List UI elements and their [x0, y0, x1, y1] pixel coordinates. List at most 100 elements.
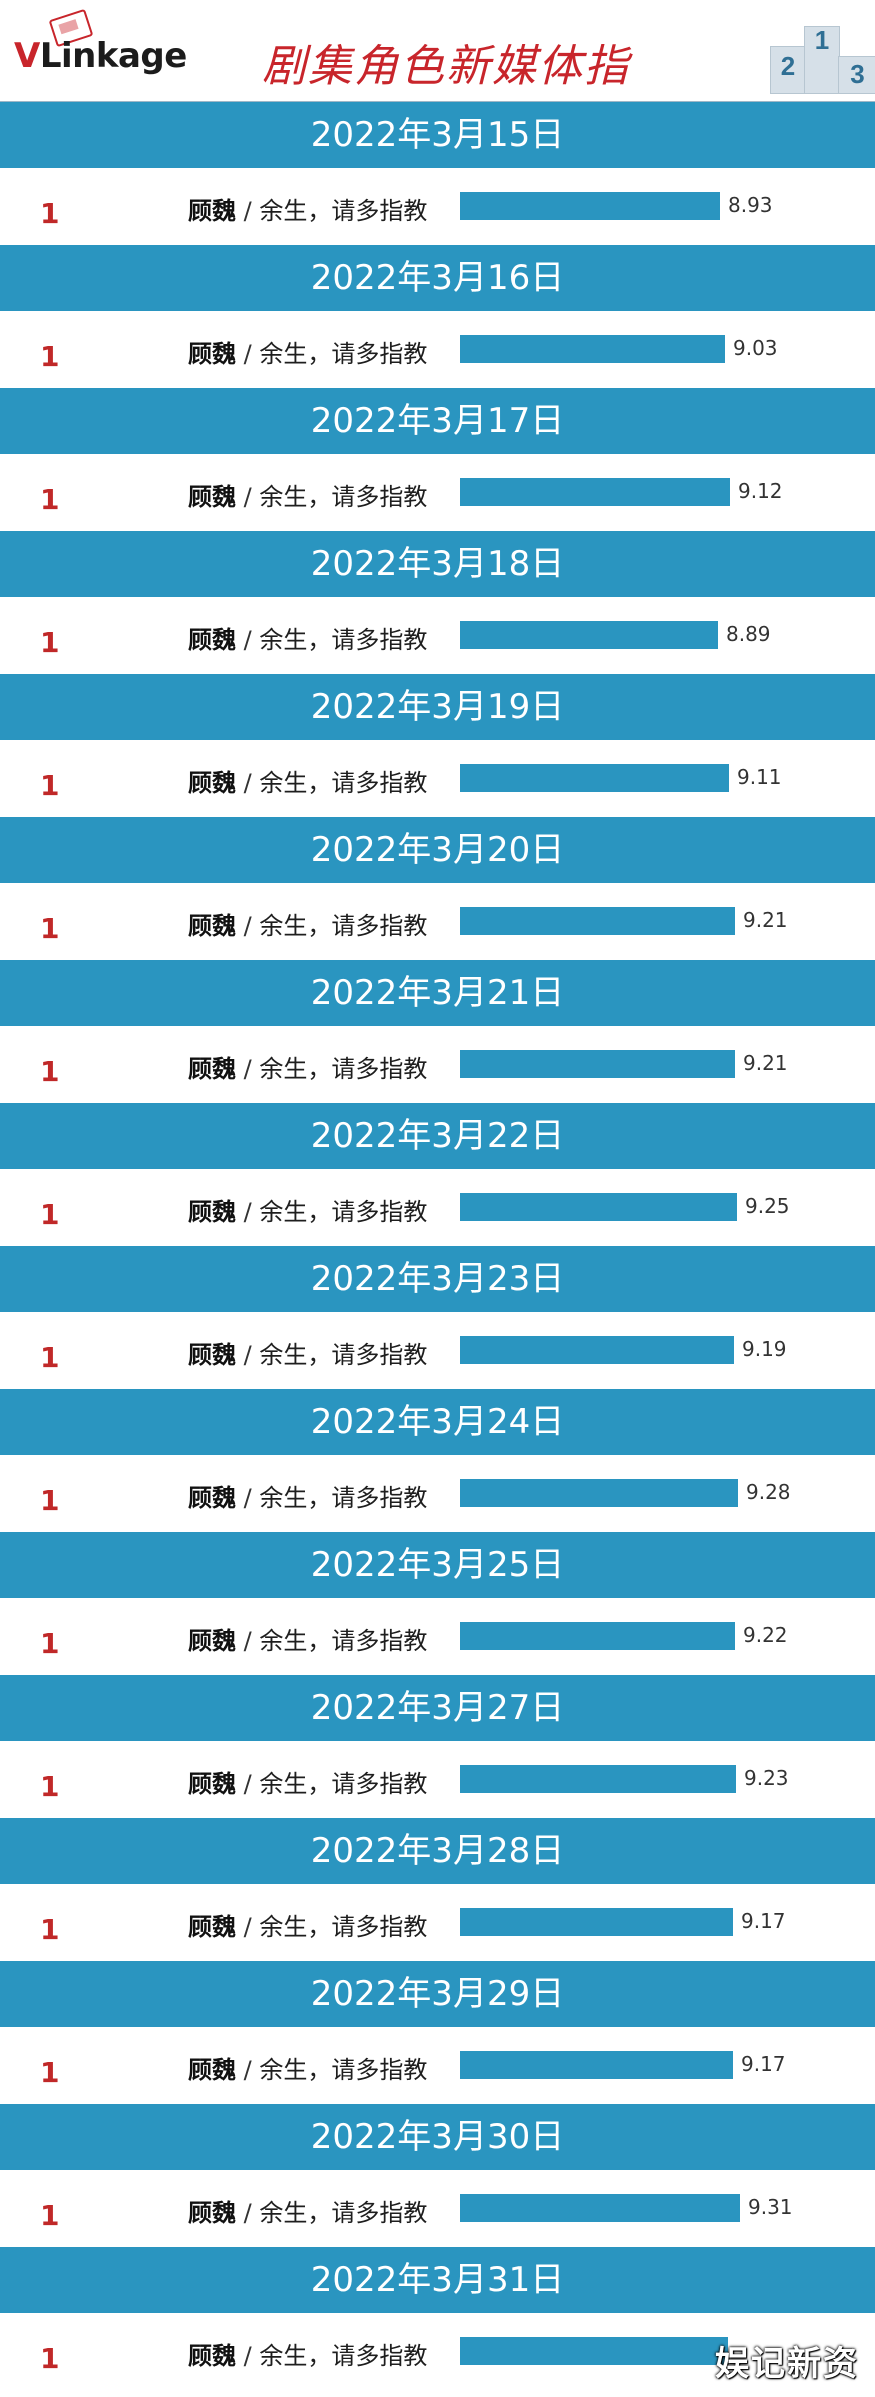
date-header: 2022年3月22日: [0, 1103, 875, 1169]
drama-name: 余生，请多指教: [259, 340, 428, 368]
day-block: 2022年3月28日 1 顾魏 / 余生，请多指教 9.17: [0, 1818, 875, 1961]
role-drama-label: 顾魏 / 余生，请多指教: [188, 906, 427, 941]
date-header: 2022年3月27日: [0, 1675, 875, 1741]
podium-block-first: 1: [804, 25, 840, 94]
role-drama-label: 顾魏 / 余生，请多指教: [188, 191, 427, 226]
date-header: 2022年3月16日: [0, 245, 875, 311]
role-drama-label: 顾魏 / 余生，请多指教: [188, 1049, 427, 1084]
drama-name: 余生，请多指教: [259, 912, 428, 940]
role-drama-label: 顾魏 / 余生，请多指教: [188, 1621, 427, 1656]
date-header: 2022年3月15日: [0, 102, 875, 168]
drama-name: 余生，请多指教: [259, 2056, 428, 2084]
separator: /: [236, 1770, 260, 1798]
day-block: 2022年3月21日 1 顾魏 / 余生，请多指教 9.21: [0, 960, 875, 1103]
index-value-label: 9.12: [738, 479, 783, 503]
separator: /: [236, 626, 260, 654]
role-drama-label: 顾魏 / 余生，请多指教: [188, 620, 427, 655]
drama-name: 余生，请多指教: [259, 2342, 428, 2370]
date-header: 2022年3月20日: [0, 817, 875, 883]
logo-rest: Linkage: [39, 36, 187, 76]
role-drama-label: 顾魏 / 余生，请多指教: [188, 1478, 427, 1513]
role-name: 顾魏: [188, 2199, 236, 2227]
drama-name: 余生，请多指教: [259, 769, 428, 797]
index-bar: [460, 2051, 733, 2079]
separator: /: [236, 483, 260, 511]
index-value-label: 9.31: [748, 2195, 793, 2219]
rank-number: 1: [40, 340, 60, 373]
role-name: 顾魏: [188, 769, 236, 797]
rank-number: 1: [40, 1055, 60, 1088]
chart-header: VLinkage 剧集角色新媒体指 2 1 3: [0, 0, 875, 104]
index-bar: [460, 478, 730, 506]
index-value-label: 9.21: [743, 908, 788, 932]
rank-number: 1: [40, 1198, 60, 1231]
role-name: 顾魏: [188, 1198, 236, 1226]
index-value-label: 9.19: [742, 1337, 787, 1361]
role-drama-label: 顾魏 / 余生，请多指教: [188, 763, 427, 798]
date-header: 2022年3月30日: [0, 2104, 875, 2170]
index-value-label: 9.17: [741, 1909, 786, 1933]
rank-number: 1: [40, 483, 60, 516]
podium-number-second: 2: [780, 51, 796, 81]
rank-number: 1: [40, 1341, 60, 1374]
role-drama-label: 顾魏 / 余生，请多指教: [188, 477, 427, 512]
index-value-label: 9.22: [743, 1623, 788, 1647]
date-header: 2022年3月24日: [0, 1389, 875, 1455]
role-drama-label: 顾魏 / 余生，请多指教: [188, 1335, 427, 1370]
day-block: 2022年3月20日 1 顾魏 / 余生，请多指教 9.21: [0, 817, 875, 960]
rank-number: 1: [40, 1627, 60, 1660]
separator: /: [236, 1341, 260, 1369]
role-name: 顾魏: [188, 626, 236, 654]
separator: /: [236, 2056, 260, 2084]
rank-number: 1: [40, 2056, 60, 2089]
date-header: 2022年3月19日: [0, 674, 875, 740]
drama-name: 余生，请多指教: [259, 1341, 428, 1369]
podium-block-second: 2: [770, 46, 806, 94]
role-name: 顾魏: [188, 1770, 236, 1798]
index-bar: [460, 764, 729, 792]
index-bar: [460, 1622, 735, 1650]
index-value-label: 9.11: [737, 765, 782, 789]
date-header: 2022年3月28日: [0, 1818, 875, 1884]
role-name: 顾魏: [188, 2056, 236, 2084]
index-value-label: 8.93: [728, 193, 773, 217]
role-drama-label: 顾魏 / 余生，请多指教: [188, 2336, 427, 2371]
index-value-label: 9.21: [743, 1051, 788, 1075]
role-drama-label: 顾魏 / 余生，请多指教: [188, 2050, 427, 2085]
separator: /: [236, 1627, 260, 1655]
separator: /: [236, 769, 260, 797]
role-name: 顾魏: [188, 1055, 236, 1083]
role-drama-label: 顾魏 / 余生，请多指教: [188, 1907, 427, 1942]
rank-number: 1: [40, 626, 60, 659]
logo-initial: V: [14, 36, 40, 76]
rank-number: 1: [40, 2342, 60, 2375]
role-name: 顾魏: [188, 1341, 236, 1369]
date-header: 2022年3月31日: [0, 2247, 875, 2313]
day-block: 2022年3月16日 1 顾魏 / 余生，请多指教 9.03: [0, 245, 875, 388]
role-name: 顾魏: [188, 1484, 236, 1512]
rank-number: 1: [40, 1913, 60, 1946]
index-bar: [460, 1765, 736, 1793]
rank-number: 1: [40, 2199, 60, 2232]
role-name: 顾魏: [188, 340, 236, 368]
vlinkage-logo: VLinkage: [14, 36, 187, 76]
podium-icon: 2 1 3: [770, 14, 875, 94]
index-value-label: 9.25: [745, 1194, 790, 1218]
chart-title: 剧集角色新媒体指: [262, 41, 630, 92]
role-name: 顾魏: [188, 197, 236, 225]
drama-name: 余生，请多指教: [259, 1055, 428, 1083]
drama-name: 余生，请多指教: [259, 197, 428, 225]
podium-block-third: 3: [838, 56, 875, 94]
day-block: 2022年3月29日 1 顾魏 / 余生，请多指教 9.17: [0, 1961, 875, 2104]
rank-number: 1: [40, 912, 60, 945]
index-value-label: 9.03: [733, 336, 778, 360]
separator: /: [236, 2199, 260, 2227]
index-bar: [460, 907, 735, 935]
role-name: 顾魏: [188, 1627, 236, 1655]
role-drama-label: 顾魏 / 余生，请多指教: [188, 1764, 427, 1799]
drama-name: 余生，请多指教: [259, 2199, 428, 2227]
separator: /: [236, 197, 260, 225]
drama-name: 余生，请多指教: [259, 1198, 428, 1226]
role-drama-label: 顾魏 / 余生，请多指教: [188, 1192, 427, 1227]
podium-number-third: 3: [850, 59, 865, 89]
